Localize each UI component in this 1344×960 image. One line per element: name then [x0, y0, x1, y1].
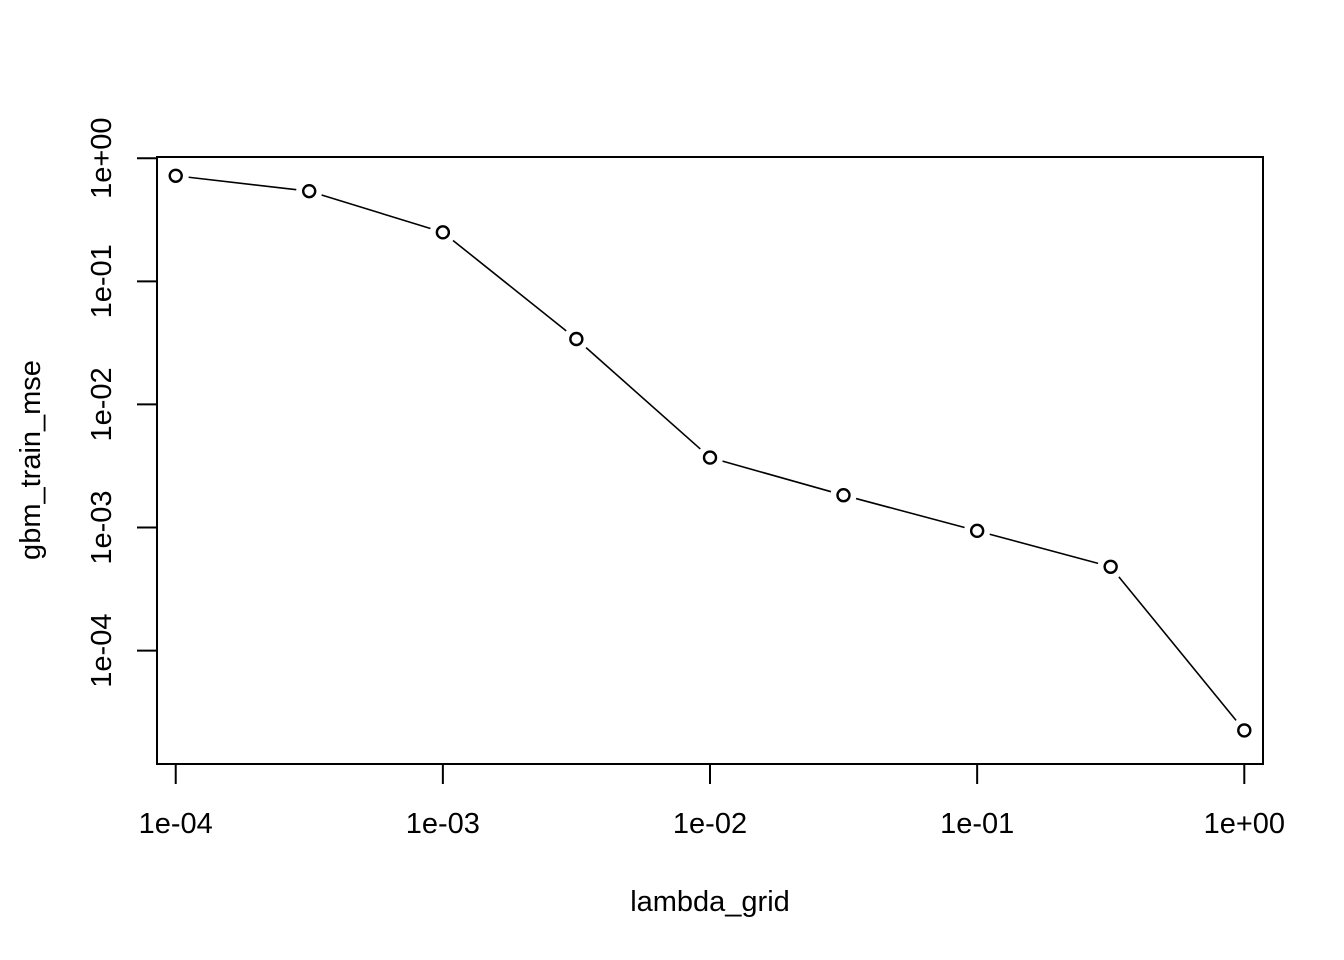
data-point	[1237, 723, 1252, 738]
x-tick-label: 1e-02	[673, 808, 747, 840]
x-tick-label: 1e-01	[940, 808, 1014, 840]
x-axis-label: lambda_grid	[630, 886, 790, 918]
series-line-segment	[188, 176, 297, 191]
data-point	[302, 183, 317, 199]
series-line-segment	[722, 460, 832, 493]
series-line-segment	[989, 533, 1099, 565]
series-line-segment	[452, 239, 567, 332]
x-tick-label: 1e-04	[139, 808, 213, 840]
y-axis: 1e+00 1e-01 1e-02 1e-03 1e-04	[86, 117, 158, 688]
y-tick-label: 1e-04	[86, 614, 118, 688]
data-point	[569, 331, 584, 347]
data-point	[969, 523, 985, 539]
data-point	[1103, 559, 1118, 574]
series-line-segment	[585, 347, 701, 450]
x-axis: 1e-04 1e-03 1e-02 1e-01 1e+00	[139, 763, 1285, 840]
x-tick-label: 1e+00	[1204, 808, 1285, 840]
y-tick-label: 1e+00	[86, 117, 118, 198]
data-series	[168, 168, 1252, 738]
series-line-segment	[1118, 576, 1237, 721]
series-line-segment	[321, 194, 431, 230]
y-tick-label: 1e-03	[86, 490, 118, 564]
y-tick-label: 1e-02	[86, 367, 118, 441]
x-tick-label: 1e-03	[406, 808, 480, 840]
data-point	[168, 168, 183, 183]
y-axis-label: gbm_train_mse	[15, 360, 47, 560]
data-point	[702, 450, 718, 465]
series-line-segment	[855, 497, 965, 529]
data-point	[836, 488, 851, 503]
y-tick-label: 1e-01	[86, 244, 118, 318]
data-point	[435, 225, 451, 240]
